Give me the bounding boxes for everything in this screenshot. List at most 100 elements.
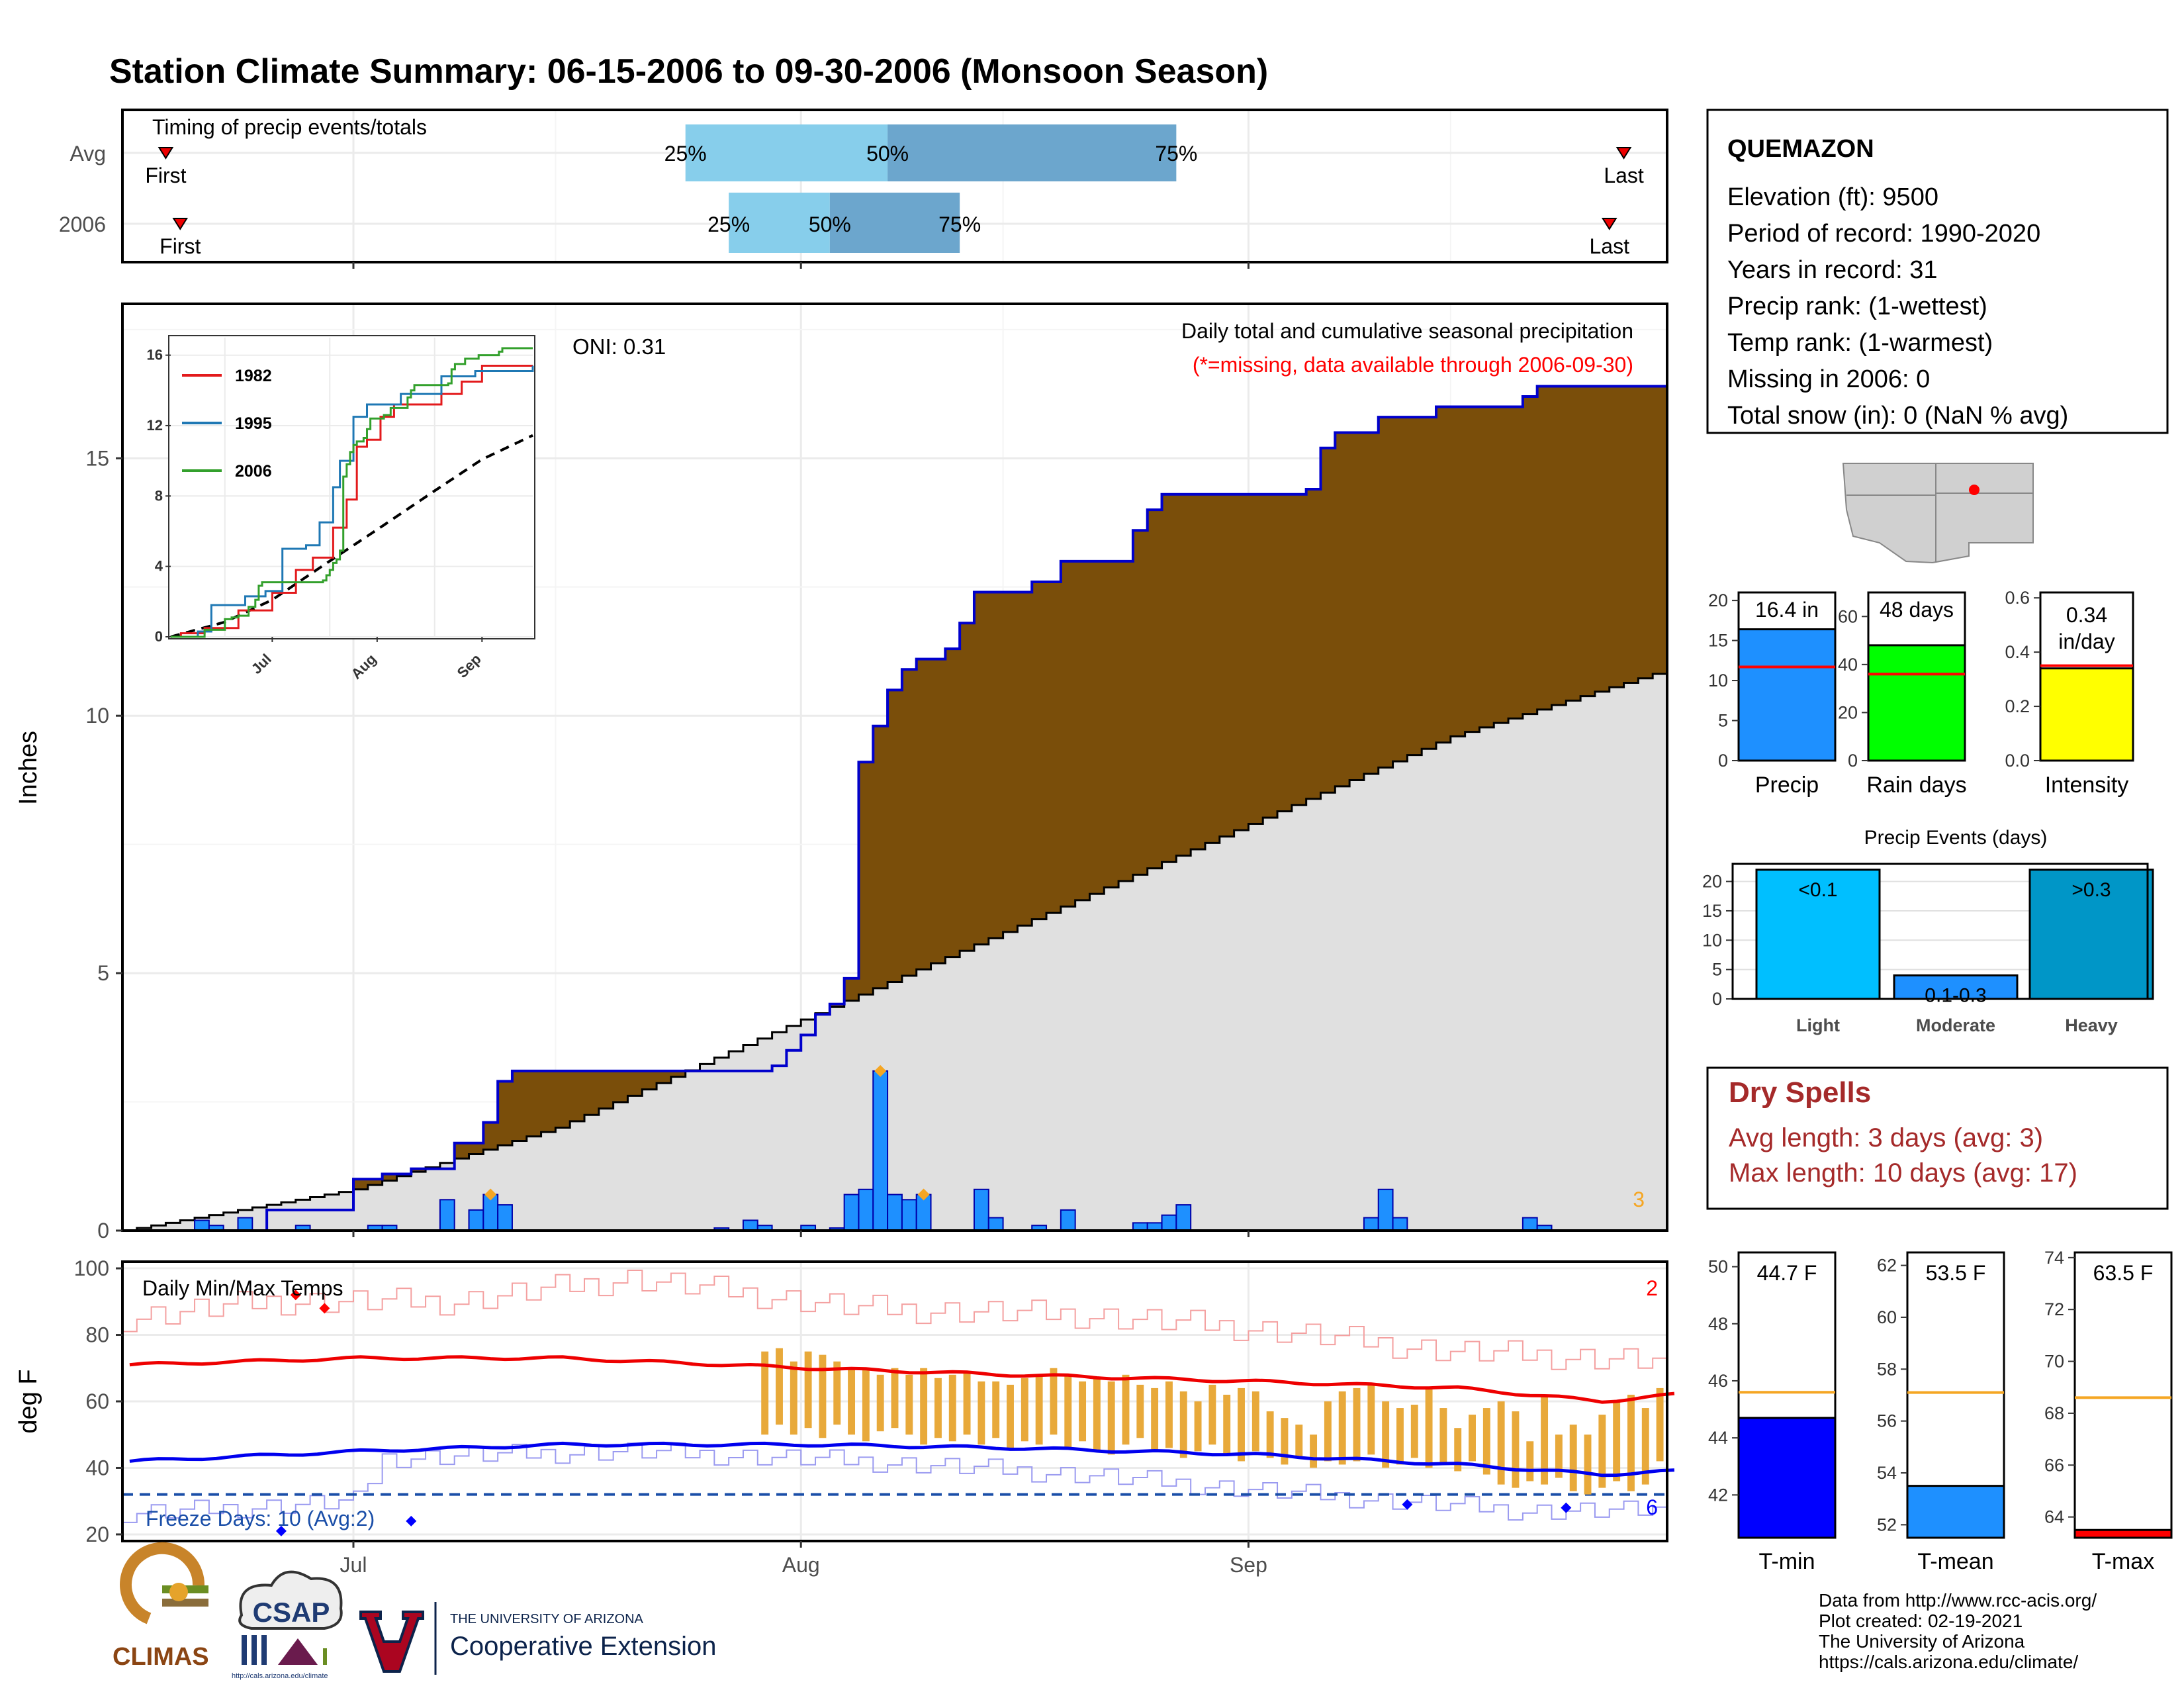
daily-temp-range-bar-33 (1238, 1387, 1245, 1462)
summary-value-line-2-1: in/day (2058, 630, 2115, 653)
temp-summary-ytick-label-1-1: 54 (1877, 1463, 1897, 1483)
page-title: Station Climate Summary: 06-15-2006 to 0… (109, 52, 1268, 91)
daily-temp-range-bar-40 (1338, 1391, 1346, 1465)
observed-cumulative-line (122, 385, 1667, 1232)
temp-summary-bar-t-min (1737, 1417, 1837, 1539)
temp-summary-value-0: 44.7 F (1757, 1261, 1817, 1285)
precip-events-chart: Precip Events (days) 0 5 10 15 20 <0.1 Light 0.… (1702, 827, 2154, 1035)
daily-temp-range-bar-12 (934, 1378, 942, 1438)
footer-plot-created: Plot created: 02-19-2021 (1819, 1611, 2023, 1631)
daily-temp-range-bar-51 (1497, 1401, 1505, 1485)
events-xlabel-1: Moderate (1916, 1015, 1995, 1035)
climas-logo: CLIMAS (113, 1542, 209, 1671)
precip-y-axis-label: Inches (15, 731, 42, 805)
summary-value-line-2-0: 0.34 (2066, 603, 2107, 627)
summary-ytick-label-0-0: 0 (1718, 751, 1728, 771)
daily-precip-bar-6 (439, 1199, 455, 1232)
daily-temp-range-bar-60 (1627, 1394, 1635, 1491)
daily-temp-range-bar-10 (905, 1374, 913, 1435)
station-info-panel: QUEMAZON Elevation (ft): 9500 Period of r… (1706, 109, 2169, 434)
temp-ytick-label-2: 60 (85, 1389, 109, 1413)
inset-ytick-label-3: 12 (147, 417, 163, 434)
dry-spells-avg: Avg length: 3 days (avg: 3) (1729, 1123, 2043, 1152)
footer-data-source: Data from http://www.rcc-acis.org/ (1819, 1590, 2097, 1611)
inset-legend-label-1982: 1982 (235, 367, 272, 385)
precip-ytick-label-2: 10 (85, 704, 109, 727)
daily-temp-range-bar-42 (1367, 1384, 1375, 1455)
daily-temp-range-bar-30 (1194, 1401, 1202, 1452)
timing-label: Timing of precip events/totals (152, 115, 427, 139)
timing-last-avg: Last (1604, 164, 1644, 187)
temp-xtick-label-2: Sep (1230, 1553, 1267, 1577)
footer-university: The University of Arizona (1819, 1631, 2025, 1652)
timing-marker-avg-last (1615, 147, 1632, 160)
daily-temp-range-bar-37 (1295, 1425, 1303, 1458)
temp-summary-ytick-label-2-1: 66 (2044, 1455, 2064, 1475)
temp-summary-ytick-label-0-2: 46 (1708, 1371, 1728, 1391)
station-line-2: Years in record: 31 (1727, 256, 1938, 284)
summary-ytick-label-1-1: 20 (1838, 702, 1858, 722)
daily-precip-bar-21 (973, 1188, 989, 1232)
inset-legend-label-2006: 2006 (235, 462, 272, 481)
temp-summary-bar-t-mean (1906, 1485, 2005, 1539)
timing-pct-2006-p75: 75% (938, 212, 981, 236)
climas-logo-sun (169, 1583, 188, 1601)
csap-logo-bar-2 (251, 1635, 257, 1665)
temp-average-line-0 (129, 1355, 1675, 1404)
daily-temp-range-bar-32 (1223, 1394, 1231, 1455)
events-bar-heavy (2028, 868, 2154, 1000)
temp-summary-ytick-label-2-5: 74 (2044, 1248, 2064, 1268)
daily-temp-range-bar-56 (1569, 1425, 1577, 1491)
daily-temp-range-bar-57 (1584, 1434, 1592, 1495)
daily-temp-range-bar-26 (1136, 1384, 1144, 1438)
timing-marker-avg-first (158, 147, 174, 160)
inset-ytick-label-2: 8 (155, 487, 163, 504)
inset-legend-label-1995: 1995 (235, 414, 272, 433)
min-record-count: 6 (1646, 1495, 1658, 1519)
extreme-precip-marker-0 (484, 1188, 497, 1201)
daily-temp-range-bar-13 (948, 1374, 956, 1442)
average-cumulative-line (122, 669, 1668, 1232)
temp-record-marker-2 (275, 1525, 287, 1536)
timing-pct-avg-p25: 25% (664, 142, 707, 165)
record-max-line (122, 1270, 1668, 1370)
precip-panel: 0 5 10 15 Inches ONI: 0.31 Daily total and … (15, 303, 1668, 1243)
station-line-1: Period of record: 1990-2020 (1727, 220, 2040, 248)
events-bar-moderate (1893, 974, 2019, 1000)
daily-temp-range-bar-61 (1641, 1408, 1649, 1485)
daily-temp-range-bar-4 (819, 1354, 827, 1438)
daily-temp-range-bar-53 (1526, 1441, 1534, 1481)
daily-temp-range-bar-15 (978, 1381, 985, 1445)
freeze-days-note: Freeze Days: 10 (Avg:2) (146, 1507, 375, 1530)
precip-caption: Daily total and cumulative seasonal prec… (1181, 319, 1633, 343)
ua-logo-line2: Cooperative Extension (450, 1632, 716, 1661)
daily-temp-range-bar-5 (833, 1361, 841, 1425)
summary-ytick-label-2-0: 0.0 (2005, 751, 2030, 771)
daily-temp-range-bar-28 (1165, 1381, 1173, 1448)
daily-temp-range-bar-2 (790, 1361, 797, 1435)
daily-temp-range-bar-49 (1469, 1415, 1476, 1462)
events-ytick-label-1: 5 (1712, 960, 1722, 980)
summary-bar-intensity (2039, 667, 2134, 762)
temp-xtick-label-1: Aug (782, 1553, 820, 1577)
temp-summary-ytick-label-1-2: 56 (1877, 1411, 1897, 1431)
map-states-shape (1842, 463, 2034, 564)
station-line-0: Elevation (ft): 9500 (1727, 183, 1938, 211)
university-of-arizona-logo: THE UNIVERSITY OF ARIZONA Cooperative Ex… (359, 1602, 716, 1675)
daily-precip-bar-2 (237, 1217, 253, 1231)
inset-line-2006 (171, 347, 533, 638)
locator-map (1842, 463, 2034, 564)
summary-ytick-label-1-2: 40 (1838, 655, 1858, 675)
temp-average-line-1 (129, 1441, 1675, 1477)
temp-summary-ytick-label-1-3: 58 (1877, 1359, 1897, 1379)
daily-precip-bar-31 (1392, 1217, 1408, 1231)
daily-temp-range-bar-62 (1656, 1387, 1664, 1462)
daily-temp-range-bar-31 (1208, 1384, 1216, 1445)
summary-value-0: 16.4 in (1755, 598, 1819, 622)
temp-y-axis-label: deg F (15, 1369, 42, 1433)
events-bar-label-2: >0.3 (2071, 879, 2111, 901)
daily-precip-bar-29 (1363, 1217, 1379, 1231)
events-ytick-label-4: 20 (1702, 872, 1722, 892)
oni-label: ONI: 0.31 (572, 334, 666, 359)
events-ytick-label-2: 10 (1702, 930, 1722, 950)
